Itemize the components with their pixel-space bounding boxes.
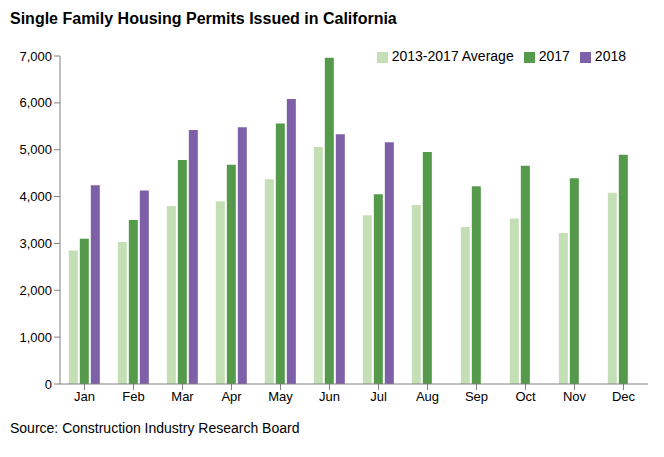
- html-text:Source: Construction Industry: Source: Construction Industry Research B…: [10, 420, 300, 436]
- svg-text:Jul: Jul: [370, 389, 387, 404]
- svg-text:Dec: Dec: [612, 389, 636, 404]
- svg-text:4,000: 4,000: [19, 189, 52, 204]
- html-text:Single Family Housing Permits: Single Family Housing Permits Issued in …: [10, 10, 397, 27]
- svg-text:Apr: Apr: [221, 389, 242, 404]
- svg-text:Feb: Feb: [122, 389, 144, 404]
- svg-text:Sep: Sep: [465, 389, 488, 404]
- svg-text:Oct: Oct: [515, 389, 536, 404]
- html-text:2017: 2017: [538, 48, 570, 64]
- svg-text:3,000: 3,000: [19, 236, 52, 251]
- svg-text:1,000: 1,000: [19, 330, 52, 345]
- svg-text:May: May: [268, 389, 293, 404]
- svg-text:Jun: Jun: [319, 389, 340, 404]
- html-text:2013-2017 Average: 2013-2017 Average: [391, 48, 514, 64]
- svg-text:2,000: 2,000: [19, 283, 52, 298]
- svg-text:Nov: Nov: [563, 389, 587, 404]
- svg-text:Jan: Jan: [74, 389, 95, 404]
- html-text:2018: 2018: [594, 48, 626, 64]
- svg-text:Mar: Mar: [171, 389, 194, 404]
- svg-text:5,000: 5,000: [19, 142, 52, 157]
- svg-text:Aug: Aug: [416, 389, 439, 404]
- svg-text:7,000: 7,000: [19, 49, 52, 64]
- svg-text:6,000: 6,000: [19, 95, 52, 110]
- svg-text:0: 0: [45, 377, 52, 392]
